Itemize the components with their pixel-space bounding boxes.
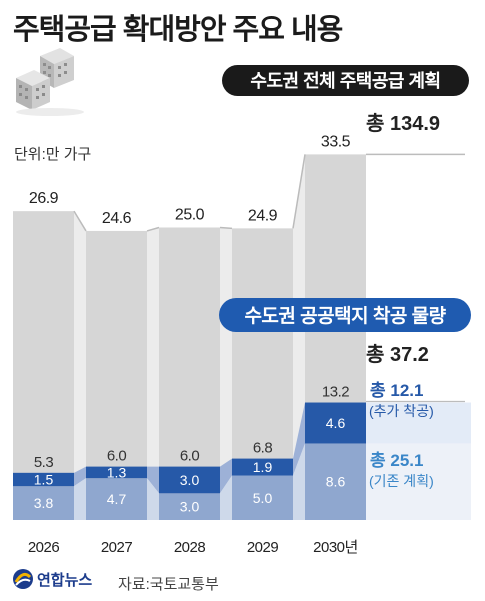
x-tick-label: 2027 — [101, 539, 133, 556]
total-connector — [147, 227, 159, 520]
logo-text: 연합뉴스 — [37, 571, 93, 589]
total-value-label: 24.9 — [248, 207, 278, 224]
total-value-label: 26.9 — [29, 190, 59, 207]
banner-public-label: 수도권 공공택지 착공 물량 — [244, 305, 446, 327]
existing-value-label: 3.8 — [34, 495, 54, 511]
existing-value-label: 8.6 — [326, 474, 346, 490]
baseline — [0, 520, 485, 521]
total-added-label: 총 12.1 — [370, 381, 423, 400]
existing-segment — [232, 475, 293, 520]
total-existing-note: (기존 계획) — [369, 473, 434, 489]
total-added-note: (추가 착공) — [369, 403, 434, 419]
added-value-label: 4.6 — [326, 415, 346, 431]
total-value-label: 33.5 — [321, 133, 351, 150]
page-title: 주택공급 확대방안 주요 내용 — [13, 14, 343, 46]
existing-segment — [305, 443, 366, 520]
total-value-label: 24.6 — [102, 210, 132, 227]
existing-connector — [74, 478, 86, 520]
added-value-label: 3.0 — [180, 472, 200, 488]
x-tick-label: 2029 — [247, 539, 279, 556]
banner-total — [222, 65, 469, 96]
total-connector-line — [73, 210, 87, 232]
unit-label: 단위:만 가구 — [14, 146, 92, 163]
building-icon — [8, 48, 86, 123]
existing-value-label: 5.0 — [253, 490, 273, 506]
added-connector — [293, 402, 305, 476]
public-value-label: 13.2 — [322, 384, 349, 401]
existing-value-label: 3.0 — [180, 499, 200, 515]
public-value-label: 6.0 — [180, 448, 200, 465]
existing-connector — [293, 443, 305, 520]
yonhap-logo-icon — [13, 569, 33, 589]
total-connector-line — [219, 226, 233, 230]
total-value-label: 25.0 — [175, 207, 205, 224]
x-tick-label: 2030년 — [313, 539, 358, 556]
added-connector — [220, 458, 232, 494]
public-value-label: 6.0 — [107, 448, 127, 465]
logo: 연합뉴스 — [12, 568, 92, 590]
x-tick-label: 2026 — [28, 539, 60, 556]
existing-band — [366, 443, 471, 520]
public-value-label: 6.8 — [253, 440, 273, 457]
added-band — [366, 402, 471, 444]
banner-total-label: 수도권 전체 주택공급 계획 — [250, 71, 440, 91]
x-tick-label: 2028 — [174, 539, 206, 556]
added-connector — [147, 466, 159, 494]
public-value-label: 5.3 — [34, 454, 54, 471]
added-segment — [159, 466, 220, 494]
existing-segment — [13, 486, 74, 520]
source-label: 자료:국토교통부 — [118, 576, 219, 593]
total-bar — [13, 211, 74, 520]
total-all-label: 총 134.9 — [366, 112, 440, 135]
banner-public — [219, 298, 471, 332]
added-segment — [305, 402, 366, 444]
existing-segment — [159, 493, 220, 520]
added-value-label: 1.9 — [253, 459, 273, 475]
total-connector-line — [146, 226, 160, 232]
existing-connector — [220, 475, 232, 520]
existing-segment — [86, 478, 147, 520]
existing-connector — [147, 478, 159, 520]
total-connector-line — [292, 154, 306, 229]
added-segment — [232, 458, 293, 476]
total-connector — [74, 211, 86, 520]
added-value-label: 1.5 — [34, 472, 54, 488]
total-public-label: 총 37.2 — [366, 343, 429, 366]
added-segment — [86, 466, 147, 479]
added-segment — [13, 472, 74, 487]
total-existing-label: 총 25.1 — [370, 451, 423, 470]
added-connector — [74, 466, 86, 487]
existing-value-label: 4.7 — [107, 491, 127, 507]
added-value-label: 1.3 — [107, 464, 127, 480]
